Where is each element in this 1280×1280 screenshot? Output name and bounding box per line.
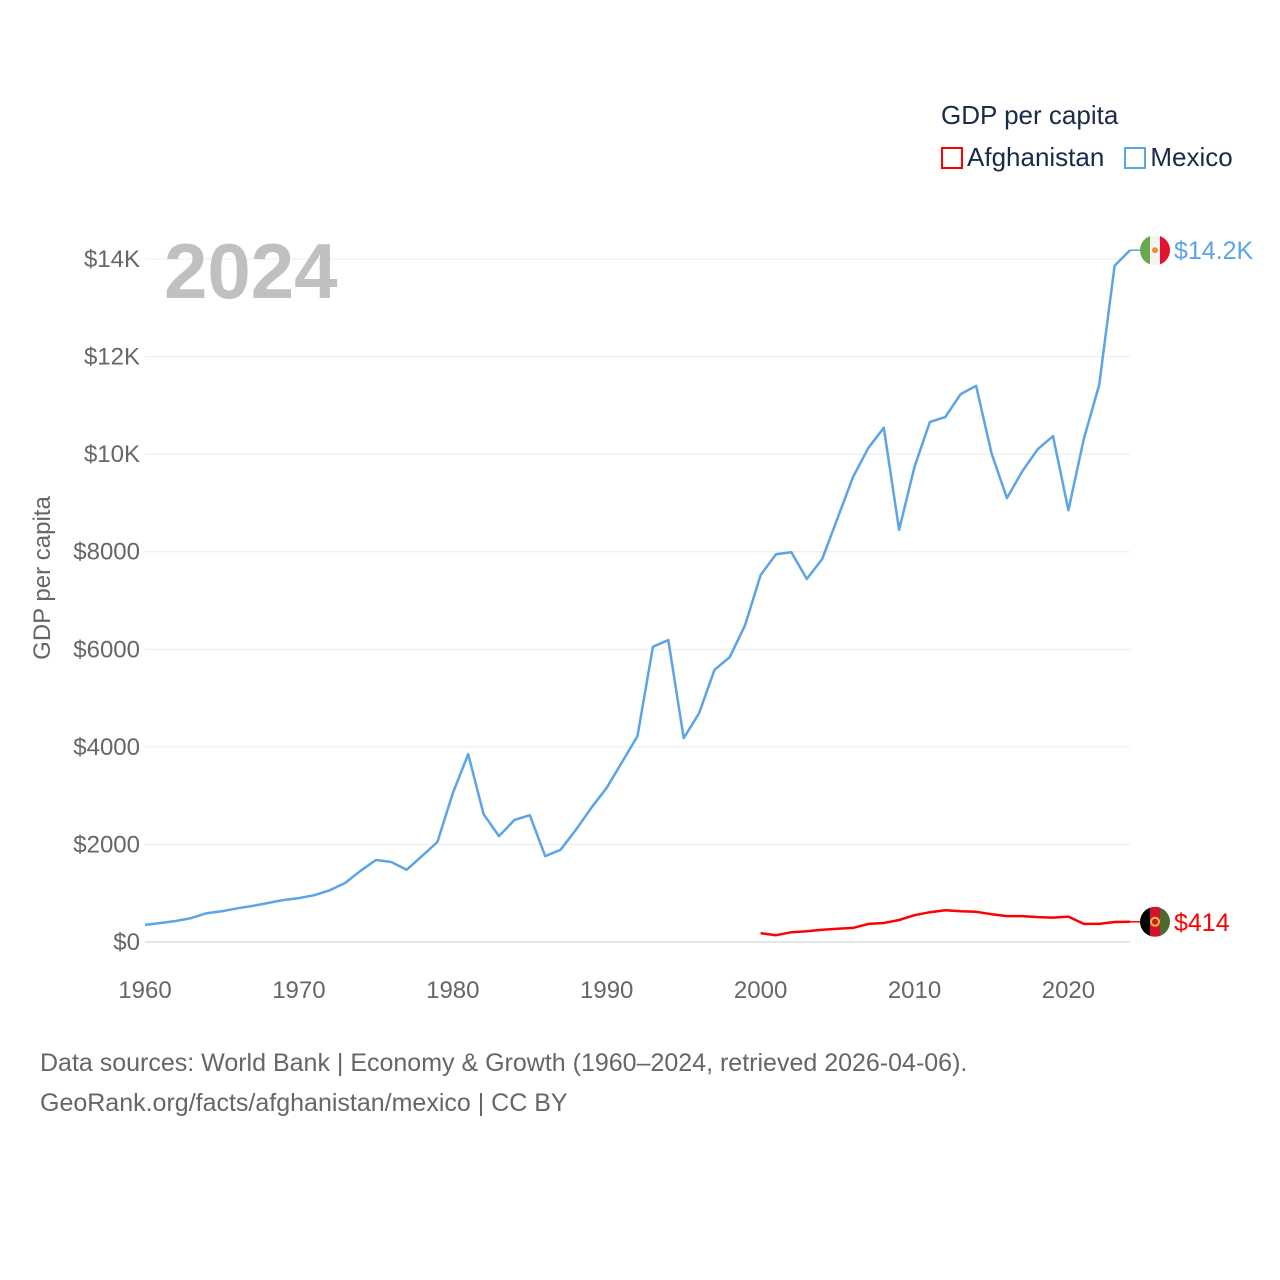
series-line-afghanistan [760, 909, 1131, 937]
x-tick-label: 2010 [888, 977, 941, 1004]
x-tick-label: 1960 [118, 977, 171, 1004]
y-tick-label: $4000 [73, 734, 140, 761]
end-label-mexico: $14.2K [1174, 237, 1254, 265]
y-tick-label: $14K [84, 246, 140, 273]
x-tick-label: 1980 [426, 977, 479, 1004]
y-axis-title: GDP per capita [29, 496, 56, 660]
footer-link[interactable]: GeoRank.org/facts/afghanistan/mexico | C… [40, 1089, 568, 1117]
legend-swatch-mexico [1124, 146, 1147, 169]
y-tick-label: $12K [84, 344, 140, 371]
x-tick-label: 2020 [1042, 977, 1095, 1004]
y-tick-label: $2000 [73, 831, 140, 858]
legend-item-afghanistan[interactable]: Afghanistan [941, 142, 1104, 173]
footer: Data sources: World Bank | Economy & Gro… [40, 1043, 967, 1123]
legend-swatch-afghanistan [941, 146, 963, 169]
legend-label: Mexico [1150, 142, 1233, 172]
legend-title: GDP per capita [941, 100, 1119, 130]
legend-item-mexico[interactable]: Mexico [1124, 142, 1233, 173]
end-label-afghanistan: $414 [1174, 909, 1230, 937]
series-line-mexico [144, 249, 1131, 927]
y-tick-label: $10K [84, 441, 140, 468]
x-tick-label: 2000 [734, 977, 787, 1004]
legend: Afghanistan Mexico [941, 142, 1247, 173]
year-watermark: 2024 [164, 227, 338, 315]
legend-label: Afghanistan [967, 142, 1105, 172]
x-tick-label: 1990 [580, 977, 633, 1004]
y-tick-label: $6000 [73, 636, 140, 663]
y-tick-label: $8000 [73, 539, 140, 566]
flag-mexico-icon [1140, 235, 1170, 266]
flag-afghanistan-icon [1140, 906, 1170, 937]
footer-sources: Data sources: World Bank | Economy & Gro… [40, 1049, 968, 1077]
y-tick-label: $0 [113, 929, 140, 956]
x-tick-label: 1970 [272, 977, 325, 1004]
